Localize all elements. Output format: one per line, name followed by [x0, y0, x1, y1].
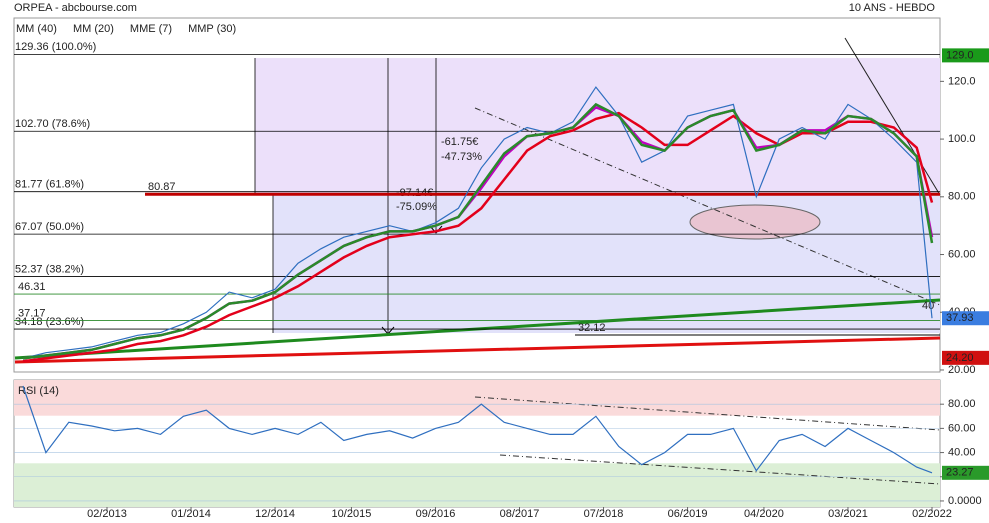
fibonacci-label: 81.77 (61.8%) [15, 179, 84, 191]
fibonacci-label: 52.37 (38.2%) [15, 263, 84, 275]
price-tag-label: 24.20 [946, 352, 974, 364]
x-tick-label: 10/2015 [332, 508, 372, 520]
x-tick-label: 09/2016 [416, 508, 456, 520]
price-tag-label: 129.0 [946, 49, 974, 61]
legend-entry: MM (20) [73, 23, 114, 35]
x-tick-label: 08/2017 [500, 508, 540, 520]
x-tick-label: 04/2020 [744, 508, 784, 520]
series-line [22, 102, 934, 360]
price-tag [942, 48, 989, 63]
annotation: -61.75€ [441, 136, 478, 148]
y-tick-label: 60.00 [948, 248, 976, 260]
annotation: 40 [922, 300, 934, 312]
last-value-label: 37.93 [946, 312, 974, 324]
annotation: -47.73% [441, 151, 482, 163]
price-tag [942, 350, 989, 365]
series-line [22, 86, 933, 359]
y-tick-label: 80.00 [948, 191, 976, 203]
y-tick-label: 120.0 [948, 75, 976, 87]
y-tick-label: 20.00 [948, 364, 976, 376]
fibonacci-label: 129.36 (100.0%) [15, 41, 96, 53]
level-label: 37.17 [18, 307, 46, 319]
x-tick-label: 12/2014 [255, 508, 295, 520]
legend-entry: MMP (30) [188, 23, 236, 35]
y-tick-label: 80.00 [948, 398, 976, 410]
trend-line [844, 37, 941, 196]
fibonacci-label: 34.18 (23.6%) [15, 316, 84, 328]
trend-line [474, 107, 941, 306]
last-value-label: 23.27 [946, 467, 974, 479]
y-tick-label: 60.00 [948, 422, 976, 434]
y-tick-label: 40.00 [948, 446, 976, 458]
oversold-zone [14, 463, 940, 507]
level-label: 32.12 [578, 322, 606, 334]
x-tick-label: 02/2013 [87, 508, 127, 520]
series-line [22, 385, 933, 474]
fibonacci-label: 67.07 (50.0%) [15, 221, 84, 233]
level-label: 46.31 [18, 281, 46, 293]
overbought-zone [14, 380, 940, 416]
legend-entry: MME (7) [130, 23, 172, 35]
y-tick-label: 0.0000 [948, 495, 982, 507]
x-tick-label: 02/2022 [912, 508, 952, 520]
annotation: -75.09% [396, 201, 437, 213]
chart-title: ORPEA - abcbourse.com [14, 2, 137, 14]
fibonacci-label: 102.70 (78.6%) [15, 118, 90, 130]
highlight-ellipse [689, 204, 821, 240]
last-value-tag [942, 311, 989, 326]
x-tick-label: 01/2014 [171, 508, 211, 520]
range-box [255, 58, 940, 195]
rsi-title: RSI (14) [18, 385, 59, 397]
x-tick-label: 06/2019 [668, 508, 708, 520]
trend-line [499, 454, 941, 485]
range-box [273, 195, 940, 333]
support-line [14, 336, 941, 364]
level-label: 80.87 [148, 181, 176, 193]
period-label: 10 ANS - HEBDO [849, 2, 936, 14]
y-tick-label: 100.0 [948, 133, 976, 145]
last-value-tag [942, 465, 989, 480]
legend-entry: MM (40) [16, 23, 57, 35]
x-tick-label: 03/2021 [828, 508, 868, 520]
x-tick-label: 07/2018 [584, 508, 624, 520]
